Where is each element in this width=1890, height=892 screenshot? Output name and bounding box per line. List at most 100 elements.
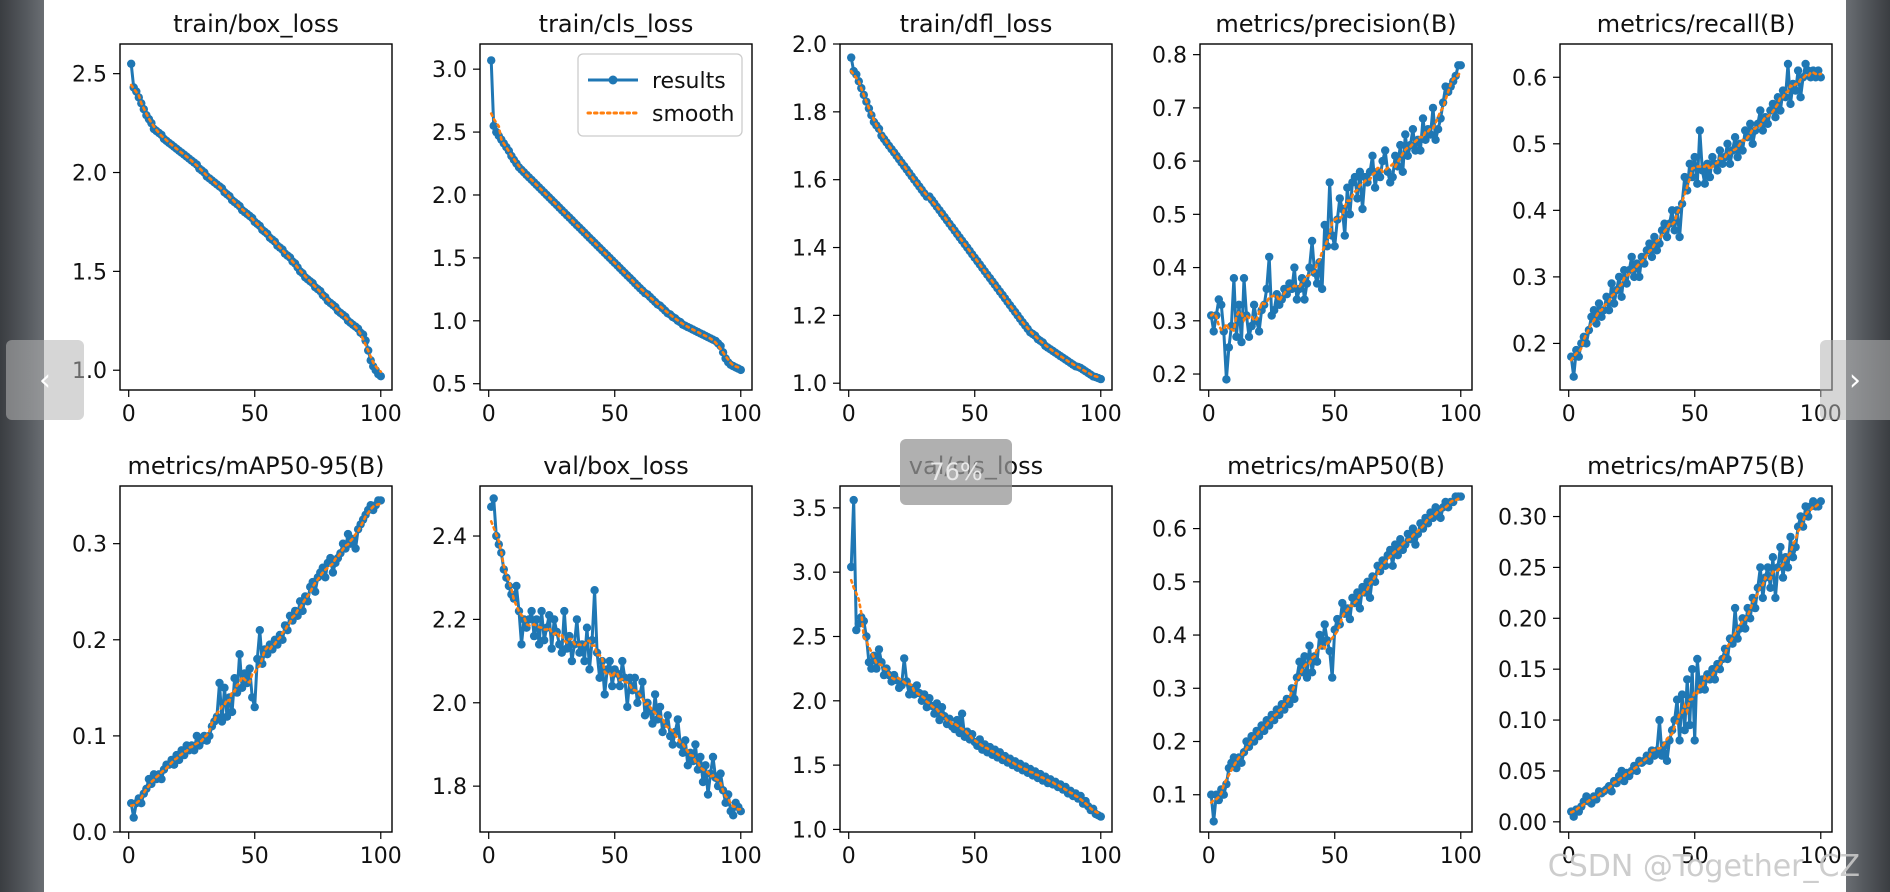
results-point (708, 752, 718, 762)
results-point (957, 709, 967, 718)
y-tick-label: 0.6 (1152, 150, 1187, 175)
y-tick-label: 0.3 (1152, 310, 1187, 335)
results-point (1403, 151, 1413, 160)
y-tick-label: 2.2 (432, 608, 467, 633)
results-point (590, 586, 599, 595)
results-point (1786, 99, 1795, 109)
results-point (633, 698, 642, 707)
y-tick-label: 0.5 (1512, 133, 1547, 158)
results-point (1234, 300, 1244, 309)
results-point (1609, 299, 1619, 308)
legend-results-marker (608, 75, 618, 85)
results-point (1398, 167, 1408, 176)
results-point (1381, 561, 1390, 570)
results-point (1748, 139, 1757, 148)
results-point (157, 774, 166, 784)
results-point (693, 765, 703, 774)
results-point (615, 681, 624, 691)
results-point (721, 798, 730, 807)
results-point (937, 703, 947, 712)
y-tick-label: 2.0 (432, 692, 467, 717)
x-tick-label: 50 (1321, 844, 1349, 869)
results-point (1693, 179, 1702, 188)
results-point (1778, 86, 1788, 95)
results-point (1421, 135, 1430, 144)
y-tick-label: 1.0 (792, 818, 827, 843)
y-tick-label: 0.4 (1512, 199, 1547, 224)
results-point (1614, 272, 1624, 282)
results-point (489, 494, 498, 503)
results-point (1725, 159, 1735, 168)
results-point (1746, 614, 1755, 623)
results-point (1401, 130, 1410, 139)
x-tick-label: 0 (1202, 844, 1216, 869)
plot-2: train/cls_loss 0 50 100 0.5 1.0 1.5 2.0 2.5 3.0 re… (432, 10, 762, 427)
x-tick-label: 100 (1440, 402, 1482, 427)
x-tick-label: 100 (1080, 402, 1122, 427)
next-image-button[interactable]: › (1820, 340, 1890, 420)
results-point (1307, 236, 1317, 246)
results-point (1783, 563, 1793, 572)
zoom-level-text: 76% (929, 458, 983, 486)
results-point (1244, 332, 1254, 341)
x-tick-label: 50 (241, 402, 269, 427)
y-tick-label: 0.5 (432, 373, 467, 398)
results-point (1793, 66, 1803, 75)
results-point (638, 677, 647, 687)
y-tick-label: 0.25 (1498, 556, 1547, 581)
results-point (1796, 93, 1805, 102)
plot-title: train/dfl_loss (900, 10, 1053, 38)
results-point (220, 683, 229, 692)
results-point (701, 761, 710, 770)
results-point (696, 752, 705, 762)
results-point (1249, 300, 1259, 309)
results-point (1645, 239, 1654, 248)
y-tick-label: 0.4 (1152, 257, 1187, 282)
x-tick-label: 50 (1321, 402, 1349, 427)
results-point (1338, 598, 1347, 608)
results-point (1239, 274, 1249, 283)
legend-smooth-label: smooth (652, 102, 734, 127)
smooth-line (1569, 71, 1823, 362)
plot-title: metrics/mAP75(B) (1587, 452, 1805, 480)
results-point (678, 748, 687, 757)
results-point (1597, 312, 1606, 321)
results-point (1249, 737, 1259, 746)
results-point (1635, 272, 1644, 282)
legend-box (577, 53, 743, 137)
results-point (351, 544, 360, 553)
results-point (1741, 624, 1750, 633)
y-tick-label: 1.2 (792, 304, 827, 329)
results-point (1582, 339, 1591, 348)
results-point (655, 702, 665, 712)
smooth-line (1569, 502, 1823, 814)
smooth-line (129, 502, 383, 807)
results-point (532, 615, 541, 624)
results-point (376, 496, 385, 505)
plot-frame (1559, 43, 1833, 391)
smooth-line (849, 69, 1103, 380)
results-point (1290, 263, 1299, 272)
results-point (560, 606, 569, 616)
y-tick-label: 0.00 (1498, 811, 1547, 836)
results-point (847, 562, 856, 572)
results-point (1254, 327, 1264, 336)
smooth-line (129, 83, 383, 374)
x-tick-label: 50 (961, 402, 989, 427)
x-tick-label: 0 (482, 402, 496, 427)
prev-image-button[interactable]: ‹ (6, 340, 84, 420)
x-tick-label: 50 (241, 844, 269, 869)
x-tick-label: 0 (842, 844, 856, 869)
results-point (595, 673, 604, 682)
results-point (952, 715, 962, 725)
results-point (550, 615, 559, 624)
y-tick-label: 3.0 (792, 561, 827, 586)
results-point (912, 681, 921, 690)
results-point (1816, 497, 1826, 506)
results-point (1396, 535, 1405, 544)
y-tick-label: 2.0 (792, 690, 827, 715)
plot-6: metrics/mAP50-95(B) 0 50 100 0.0 0.1 0.2 0.3 (72, 452, 402, 869)
results-point (1607, 279, 1616, 288)
results-point (245, 664, 254, 673)
plot-3: train/dfl_loss 0 50 100 1.0 1.2 1.4 1.6 1.8 2.0 (792, 10, 1122, 427)
